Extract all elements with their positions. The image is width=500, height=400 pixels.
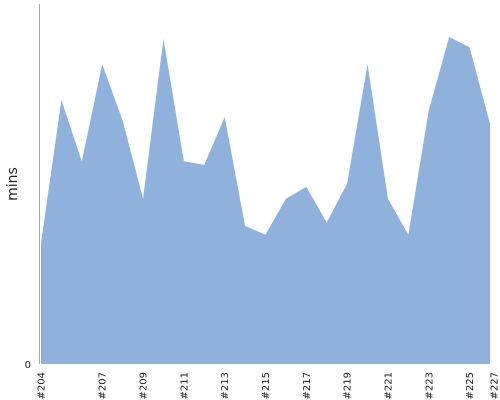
plot-area (41, 37, 490, 364)
x-tick-label: #211 (179, 372, 190, 399)
x-tick-label: #213 (220, 372, 231, 399)
y-tick-label: 0 (25, 360, 31, 371)
x-tick-label: #223 (424, 372, 435, 399)
x-tick-label: #227 (490, 372, 500, 399)
x-tick-label: #204 (37, 372, 48, 399)
x-tick-label: #221 (383, 372, 394, 399)
x-tick-label: #209 (139, 372, 150, 399)
area-series (41, 37, 490, 364)
x-tick-label: #217 (302, 372, 313, 399)
x-tick-label: #219 (343, 372, 354, 399)
y-axis-ticks: 0 (25, 360, 31, 371)
x-axis-ticks: #204 #207 #209 #211 #213 #215 #217 #219 #221 #223… (37, 372, 500, 399)
x-tick-label: #215 (261, 372, 272, 399)
y-axis-title: mins (5, 167, 21, 201)
x-tick-label: #225 (465, 372, 476, 399)
x-tick-label: #207 (98, 372, 109, 399)
